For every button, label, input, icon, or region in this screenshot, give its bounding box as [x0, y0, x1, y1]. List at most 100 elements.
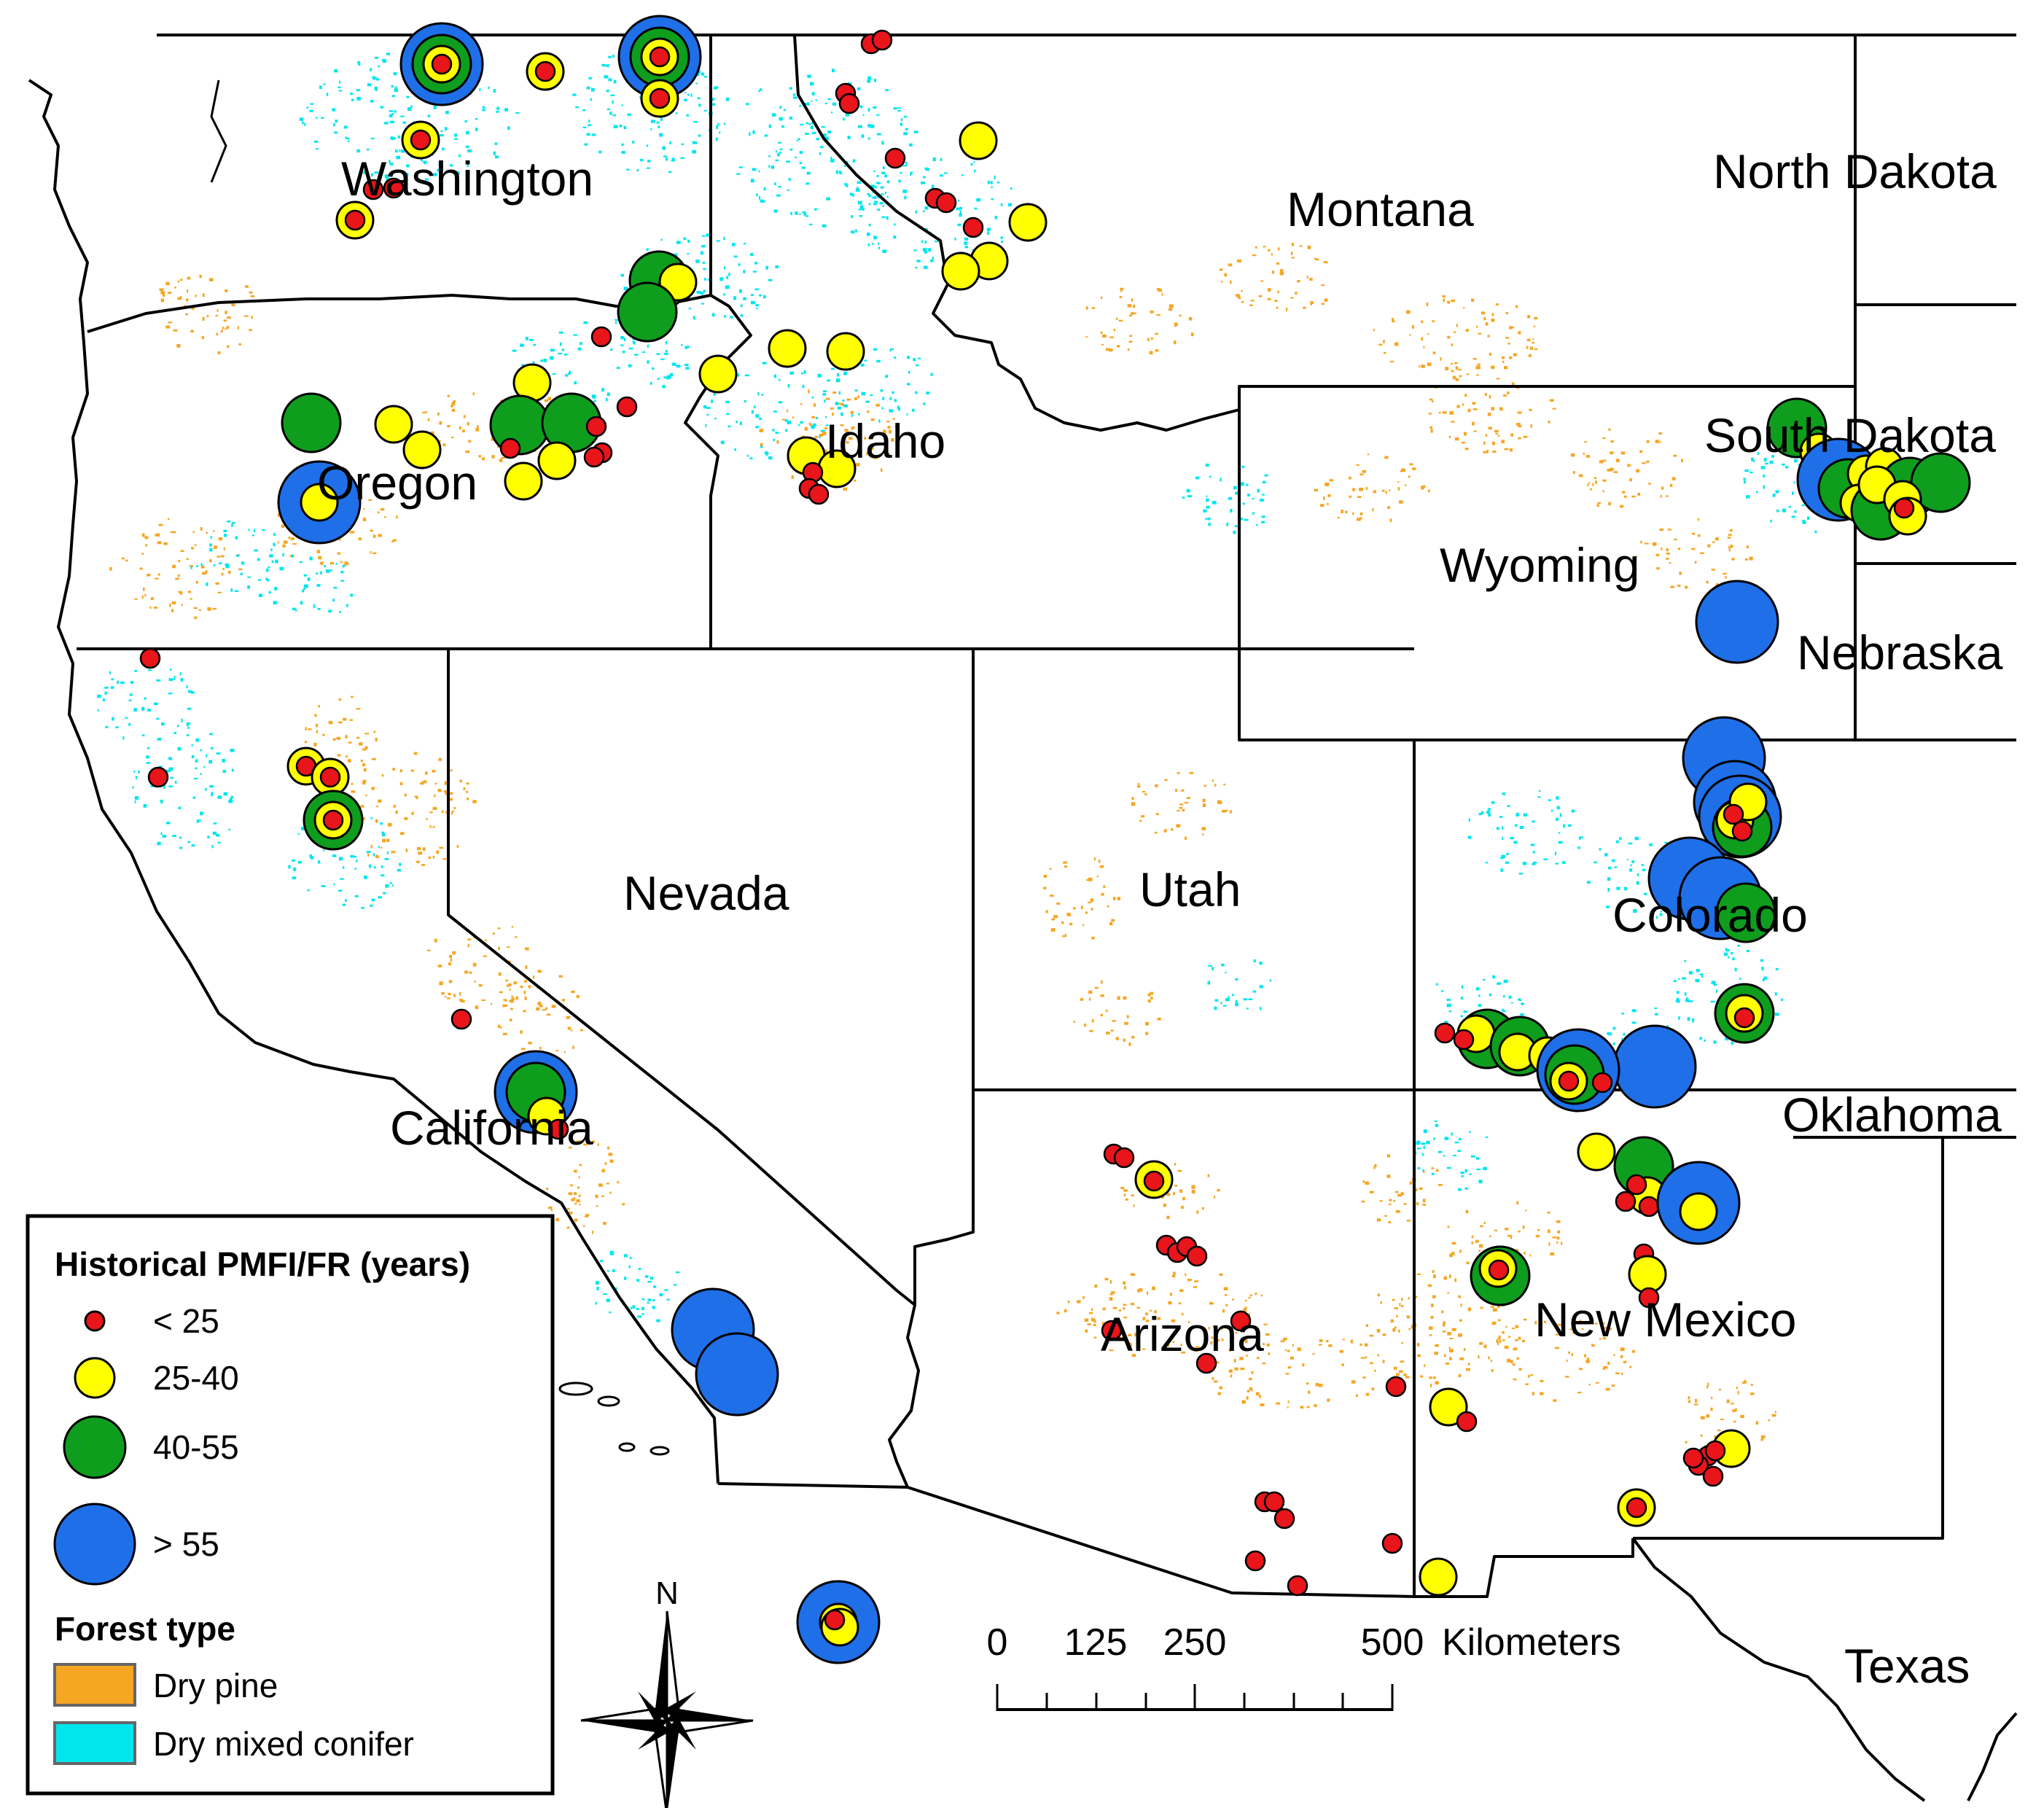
dry-mixed-conifer-patch [1008, 203, 1013, 207]
dry-pine-patch [598, 1183, 603, 1187]
dry-pine-patch [417, 846, 421, 851]
dry-pine-patch [1693, 1403, 1698, 1406]
dry-mixed-conifer-patch [777, 141, 782, 144]
dry-mixed-conifer-patch [700, 251, 704, 255]
dry-mixed-conifer-patch [746, 103, 749, 106]
dry-pine-patch [1516, 423, 1521, 426]
dry-mixed-conifer-patch [300, 827, 305, 830]
dry-pine-patch [1345, 510, 1348, 514]
dry-pine-patch [478, 455, 481, 458]
dry-pine-patch [364, 733, 370, 735]
dry-mixed-conifer-patch [768, 124, 771, 128]
dry-pine-patch [1246, 1396, 1249, 1400]
dry-mixed-conifer-patch [904, 195, 907, 200]
dry-mixed-conifer-patch [750, 179, 754, 183]
dry-mixed-conifer-patch [307, 889, 311, 892]
dry-pine-patch [1635, 556, 1637, 558]
dry-mixed-conifer-patch [719, 131, 721, 134]
dry-mixed-conifer-patch [389, 110, 394, 112]
dry-mixed-conifer-patch [309, 109, 313, 112]
dry-pine-patch [277, 542, 280, 544]
dry-pine-patch [1685, 1441, 1688, 1443]
dry-pine-patch [498, 972, 502, 976]
dry-pine-patch [1271, 253, 1273, 256]
dry-mixed-conifer-patch [671, 157, 675, 161]
dry-mixed-conifer-patch [620, 336, 624, 340]
dry-mixed-conifer-patch [1222, 1005, 1227, 1007]
dry-pine-patch [579, 1164, 582, 1166]
dry-mixed-conifer-patch [777, 152, 780, 157]
dry-mixed-conifer-patch [352, 856, 357, 858]
dry-pine-patch [1744, 558, 1748, 561]
dry-mixed-conifer-patch [375, 77, 378, 81]
dry-pine-patch [372, 534, 376, 538]
dry-mixed-conifer-patch [321, 117, 324, 119]
dry-mixed-conifer-patch [1715, 989, 1717, 993]
dry-mixed-conifer-patch [693, 120, 698, 123]
dry-pine-patch [591, 1140, 595, 1144]
dry-pine-patch [1472, 402, 1476, 405]
dry-mixed-conifer-patch [1619, 837, 1622, 840]
dry-mixed-conifer-patch [1208, 523, 1211, 526]
dry-mixed-conifer-patch [940, 157, 943, 161]
dry-pine-patch [1555, 1347, 1559, 1349]
dry-pine-patch [1115, 1037, 1119, 1040]
dry-mixed-conifer-patch [1793, 481, 1795, 484]
dry-mixed-conifer-patch [865, 400, 870, 403]
dry-mixed-conifer-patch [1532, 862, 1536, 865]
dry-mixed-conifer-patch [299, 561, 303, 564]
site-lt25-marker [1456, 1411, 1478, 1433]
dry-pine-patch [1290, 297, 1294, 299]
dry-pine-patch [1319, 1339, 1323, 1342]
dry-mixed-conifer-patch [1554, 852, 1557, 856]
dry-mixed-conifer-patch [1209, 475, 1212, 478]
dry-mixed-conifer-patch [326, 93, 329, 96]
dry-pine-patch [1422, 1170, 1425, 1173]
dry-mixed-conifer-patch [703, 76, 707, 78]
dry-mixed-conifer-patch [1781, 998, 1784, 1001]
dry-mixed-conifer-patch [590, 98, 592, 101]
dry-mixed-conifer-patch [424, 178, 429, 181]
dry-mixed-conifer-patch [1641, 864, 1645, 866]
dry-mixed-conifer-patch [902, 190, 907, 193]
dry-pine-patch [467, 798, 469, 800]
dry-pine-patch [1360, 1357, 1365, 1359]
dry-mixed-conifer-patch [647, 344, 649, 348]
dry-pine-patch [759, 429, 764, 432]
dry-mixed-conifer-patch [821, 126, 825, 128]
dry-pine-patch [1496, 378, 1500, 380]
dry-pine-patch [1515, 1339, 1518, 1341]
dry-pine-patch [404, 793, 407, 797]
dry-mixed-conifer-patch [713, 392, 717, 396]
dry-mixed-conifer-patch [1548, 799, 1552, 801]
dry-mixed-conifer-patch [668, 171, 672, 174]
dry-mixed-conifer-patch [467, 164, 469, 168]
dry-mixed-conifer-patch [132, 786, 134, 789]
dry-mixed-conifer-patch [389, 882, 392, 884]
dry-pine-patch [515, 996, 518, 1000]
dry-pine-patch [1473, 408, 1478, 410]
north-label: N [655, 1575, 679, 1611]
dry-mixed-conifer-patch [847, 136, 851, 139]
dry-pine-patch [429, 825, 432, 828]
dry-pine-patch [1378, 343, 1383, 346]
dry-mixed-conifer-patch [1502, 792, 1506, 795]
dry-mixed-conifer-patch [340, 878, 344, 880]
dry-pine-patch [609, 1191, 612, 1194]
dry-pine-patch [1529, 1254, 1532, 1257]
dry-mixed-conifer-patch [1695, 978, 1700, 983]
dry-pine-patch [1089, 1312, 1093, 1314]
dry-pine-patch [1666, 553, 1670, 555]
dry-pine-patch [392, 768, 395, 771]
dry-pine-patch [854, 479, 857, 482]
dry-mixed-conifer-patch [453, 138, 459, 140]
dry-mixed-conifer-patch [852, 159, 856, 163]
dry-mixed-conifer-patch [1208, 517, 1211, 521]
dry-pine-patch [1202, 833, 1204, 835]
dry-pine-patch [202, 316, 205, 321]
dry-mixed-conifer-patch [1633, 909, 1637, 913]
dry-mixed-conifer-patch [760, 88, 762, 91]
dry-mixed-conifer-patch [230, 588, 233, 592]
dry-mixed-conifer-patch [835, 402, 839, 405]
